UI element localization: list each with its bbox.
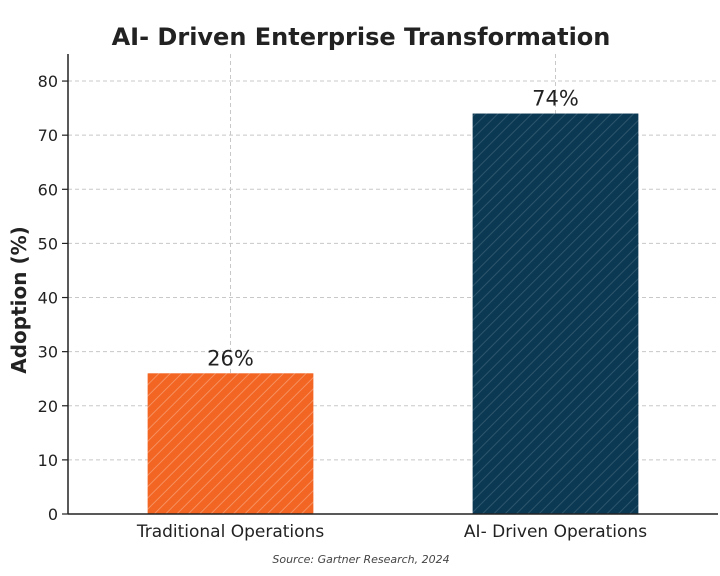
y-tick-label: 80 — [38, 72, 58, 91]
data-label: 74% — [532, 87, 579, 111]
bar-hatch — [147, 373, 314, 514]
y-tick-label: 40 — [38, 289, 58, 308]
y-axis-ticks: 0 10 20 30 40 50 60 70 80 — [38, 72, 68, 524]
y-axis-label: Adoption (%) — [7, 226, 31, 374]
y-tick-label: 70 — [38, 126, 58, 145]
x-tick-label: Traditional Operations — [136, 522, 325, 542]
x-axis-ticks: Traditional Operations AI- Driven Operati… — [136, 522, 647, 542]
data-label: 26% — [207, 346, 254, 370]
y-tick-label: 30 — [38, 343, 58, 362]
y-tick-label: 10 — [38, 451, 58, 470]
bars — [147, 113, 639, 514]
source-note: Source: Gartner Research, 2024 — [272, 553, 449, 566]
chart-title: AI- Driven Enterprise Transformation — [112, 23, 611, 51]
data-labels: 26% 74% — [207, 87, 579, 371]
bar-hatch — [472, 113, 639, 514]
y-tick-label: 60 — [38, 180, 58, 199]
y-tick-label: 50 — [38, 234, 58, 253]
y-tick-label: 0 — [48, 505, 58, 524]
x-tick-label: AI- Driven Operations — [464, 522, 647, 542]
y-tick-label: 20 — [38, 397, 58, 416]
